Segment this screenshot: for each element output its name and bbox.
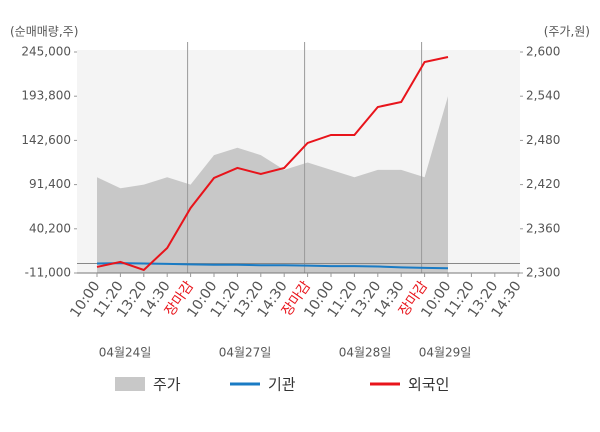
y2-axis-label: (주가,원) — [544, 25, 590, 39]
y2-tick-label: 2,300 — [526, 266, 560, 280]
y2-tick-label: 2,360 — [526, 221, 560, 235]
price-area — [97, 96, 448, 273]
legend-label: 외국인 — [408, 376, 449, 394]
legend-label: 기관 — [268, 376, 296, 394]
y-axis-label: (순매매량,주) — [10, 25, 78, 39]
y-tick-label: 193,800 — [21, 89, 71, 103]
date-label: 04월28일 — [339, 346, 392, 360]
date-label: 04월27일 — [219, 346, 272, 360]
y2-tick-label: 2,600 — [526, 45, 560, 59]
y2-tick-label: 2,480 — [526, 133, 560, 147]
date-label: 04월24일 — [99, 346, 152, 360]
series-line — [96, 56, 449, 272]
date-label: 04월29일 — [419, 346, 472, 360]
y2-tick-label: 2,540 — [526, 89, 560, 103]
y-tick-label: 91,400 — [29, 177, 71, 191]
y-tick-label: 40,200 — [29, 221, 71, 235]
y-tick-label: -11,000 — [25, 266, 71, 280]
y-tick-label: 245,000 — [21, 45, 71, 59]
y2-tick-label: 2,420 — [526, 177, 560, 191]
y-tick-label: 142,600 — [21, 133, 71, 147]
legend-label: 주가 — [153, 376, 181, 394]
legend-swatch — [115, 377, 145, 391]
series-line — [96, 262, 449, 270]
